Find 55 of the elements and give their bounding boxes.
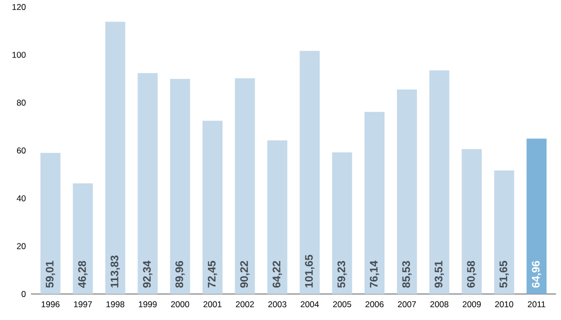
data-label: 85,53: [402, 260, 412, 288]
bar: [396, 89, 417, 294]
bar: [72, 183, 93, 294]
bar: [202, 120, 222, 294]
bar: [526, 138, 547, 294]
y-tick-label: 100: [12, 52, 26, 58]
data-label: 72,45: [208, 260, 218, 288]
bar: [332, 152, 352, 294]
data-label: 59,01: [46, 260, 56, 288]
x-tick-label: 2003: [268, 301, 286, 308]
data-label: 59,23: [337, 260, 347, 288]
x-tick-label: 1999: [138, 301, 157, 308]
x-tick-label: 2002: [236, 301, 254, 308]
x-tick-label: 2011: [528, 301, 546, 308]
x-tick-label: 2005: [333, 301, 352, 308]
x-tick-label: 1996: [42, 301, 60, 308]
x-tick-label: 2000: [171, 301, 190, 308]
data-label: 64,96: [532, 260, 542, 288]
bar: [138, 73, 158, 294]
x-tick-label: 2008: [430, 301, 448, 308]
x-tick-label: 2006: [366, 301, 384, 308]
data-label: 90,22: [240, 261, 250, 288]
bar: [429, 70, 450, 294]
data-label: 93,51: [434, 260, 444, 288]
y-tick-label: 60: [16, 148, 26, 154]
x-tick-label: 2004: [300, 301, 319, 308]
y-tick-label: 0: [22, 291, 26, 297]
data-label: 92,34: [143, 260, 152, 288]
y-tick-label: 80: [16, 100, 26, 106]
x-tick-label: 1998: [106, 301, 124, 308]
bar: [170, 78, 190, 294]
data-label: 101,65: [305, 254, 314, 288]
x-tick-label: 1997: [74, 301, 92, 308]
data-label: 60,58: [467, 260, 476, 288]
data-label: 76,14: [370, 260, 380, 288]
bar: [462, 149, 482, 294]
y-tick-label: 20: [16, 243, 26, 250]
y-tick-label: 120: [12, 4, 26, 10]
x-tick-label: 2001: [203, 301, 222, 308]
bar: [267, 140, 288, 294]
bar: [364, 112, 385, 294]
x-tick-label: 2009: [462, 301, 481, 308]
data-label: 51,65: [499, 260, 509, 288]
y-tick-label: 40: [16, 195, 26, 202]
data-label: 89,96: [175, 260, 185, 288]
data-label: 113,83: [110, 256, 120, 288]
bar: [494, 170, 514, 294]
bar: [234, 78, 255, 294]
bar: [105, 22, 126, 294]
data-label: 64,22: [272, 261, 282, 288]
x-tick-label: 2010: [495, 301, 514, 308]
x-tick-label: 2007: [398, 301, 416, 308]
bar: [40, 152, 60, 294]
data-label: 46,28: [78, 260, 88, 288]
bar: [300, 50, 320, 294]
